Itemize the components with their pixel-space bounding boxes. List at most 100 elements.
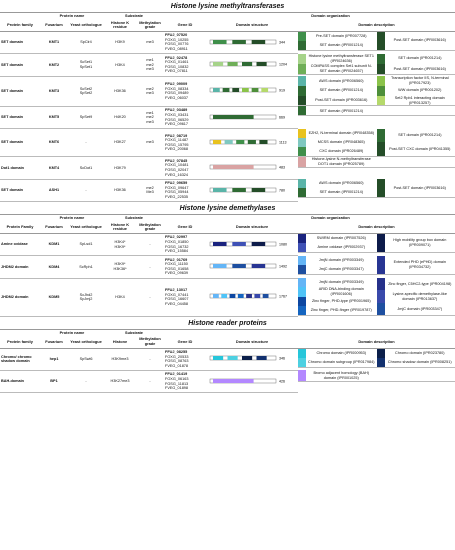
domain-color <box>376 255 385 274</box>
domain-name: Post-SET domain (IPR003616) <box>315 98 368 103</box>
fusarium: KMT5 <box>40 106 68 130</box>
residue-line: H3K4 <box>115 294 125 299</box>
column-header: Domain description <box>298 221 455 234</box>
yeast: SpClr4 <box>68 31 104 55</box>
gene-id: FFUJ_01419 <box>165 372 188 377</box>
domain-description: SWIRM domain (IPR007526) Amine oxidase (I… <box>298 233 455 253</box>
gene-ids: FFUJ_01419 FOXG_06163 FGSG_11813 FVEG_01898 <box>164 370 207 394</box>
yeast-line: SpClr4 <box>80 40 92 45</box>
yeast-line: ScJhd2 <box>79 292 93 297</box>
column-header: Methylation grade <box>136 221 165 234</box>
row: SET domain KMT2 ScSet1 SpSet1 H3K4 me1 me2 me3 F… <box>0 53 455 77</box>
yeast-line: ScSet2 <box>79 86 93 91</box>
residue-line: H3K36* <box>113 266 127 271</box>
column-header: Methylation grade <box>136 336 165 349</box>
gene-id: FGSG_06529 <box>165 117 189 122</box>
gene-id: FOXG_08334 <box>165 86 189 91</box>
domain-segment <box>259 139 268 144</box>
domain-segment <box>232 39 246 44</box>
gene-ids: FFUJ_07520 FOXG_10255 FGSG_00776 FVEG_08911 <box>164 31 207 55</box>
domain-item: CXC domain (IPR026489) <box>298 146 377 156</box>
protein-length: 919 <box>279 89 285 93</box>
gene-id: FFUJ_13017 <box>165 287 188 292</box>
residue-line: H4K20 <box>114 115 126 120</box>
domain-segment <box>213 241 227 246</box>
protein-family: JHDM2 domain <box>0 278 40 317</box>
column-header: Histone <box>104 336 136 349</box>
residue-line: H3K27 <box>114 140 126 145</box>
group-header: Domain organization <box>311 215 350 221</box>
grade-line: - <box>149 356 151 361</box>
domain-item: Chromo domain (IPR000953) <box>298 348 377 358</box>
domain-segment <box>232 187 246 192</box>
column-header: Histone K residue <box>104 19 136 32</box>
domain-name: SET domain (IPR001214) <box>319 108 363 113</box>
domain-structure: 1492 <box>206 255 299 279</box>
yeast-line: - <box>85 188 87 193</box>
domain-item: JmjN domain (IPR003349) <box>298 278 377 288</box>
structure: 1113 <box>209 139 286 144</box>
domain-name: WW domain (IPR001202) <box>398 88 442 93</box>
gene-id: FVEG_08911 <box>165 47 188 52</box>
group-header <box>0 330 40 337</box>
yeast: SpSwi6 <box>68 348 104 371</box>
structure: 1767 <box>209 294 287 299</box>
gene-id: FGSG_01658 <box>165 266 189 271</box>
grade-line: me3 <box>146 140 154 145</box>
domain-color <box>376 278 385 291</box>
column-header: Protein Family <box>0 221 40 234</box>
grade-line: Me3 <box>146 190 154 195</box>
grade-line: me2 <box>146 115 154 120</box>
domain-structure: 346 <box>206 348 299 371</box>
domain-segment <box>222 88 230 93</box>
residue: H3K4 <box>104 278 136 317</box>
yeast-line: SpSet1 <box>79 64 93 69</box>
column-row: Protein family Fusarium Yeast orthologue Hi… <box>0 336 455 349</box>
yeast: SpLsd1 <box>68 233 104 257</box>
domain-name: Post-SET domain (IPR003616) <box>393 66 446 71</box>
gene-id: FFUJ_07845 <box>165 158 188 163</box>
domain-name: AWS domain (IPR006560) <box>318 181 364 186</box>
domain-color <box>376 348 385 358</box>
domain-item: JmjN domain (IPR003349) <box>298 255 377 265</box>
domain-description: SET domain (IPR001214) <box>298 106 455 117</box>
description-column: SET domain (IPR001214) Post-SET domain (I… <box>376 53 455 75</box>
column-header: Yeast orthologue <box>68 19 104 32</box>
residue: H3K9* H3K36* <box>104 255 136 279</box>
body: Chromo/ chromo shadow domain hep1 SpSwi6 H3… <box>0 348 455 394</box>
domain-segment <box>254 294 261 299</box>
protein-length: 780 <box>279 188 285 192</box>
grade: - <box>136 255 165 279</box>
fusarium-line: KMT2 <box>48 62 60 67</box>
domain-segment <box>227 62 238 67</box>
domain-color <box>376 357 385 367</box>
section-title: Histone lysine methyltransferases <box>0 0 455 13</box>
column-header: Gene ID <box>164 19 207 32</box>
header: Protein name Substrate Domain organization… <box>0 13 455 32</box>
column-header: Yeast orthologue <box>68 221 104 234</box>
domain-structure: 919 <box>206 76 299 107</box>
domain-color <box>376 31 385 50</box>
gene-id: FGSG_16732 <box>165 244 189 249</box>
domain-segment <box>242 88 249 93</box>
domain-item: Lysine-specific demethylase-like domain … <box>376 290 455 303</box>
domain-color <box>298 76 307 86</box>
row: JHDM2 domain KDM5 ScJhd2 SpJmj2 H3K4 - FFUJ_13… <box>0 278 455 317</box>
fusarium-line: ASH1 <box>48 188 60 193</box>
column-header: Domain structure <box>206 221 299 234</box>
domain-segment <box>251 39 266 44</box>
grade-line: - <box>149 379 151 384</box>
gene-id: FOXG_01850 <box>165 239 189 244</box>
domain-item: Extended PHD (ePHD) domain (IPR034732) <box>376 255 455 274</box>
domain-color <box>298 53 307 64</box>
gene-id: FFUJ_02997 <box>165 235 188 240</box>
structure: 344 <box>209 39 285 44</box>
domain-name: CXC domain (IPR026489) <box>319 148 364 153</box>
domain-segment <box>237 294 244 299</box>
domain-segment <box>229 294 236 299</box>
domain-item: COMPASS complex Set1 subunit N-SET domai… <box>298 63 377 75</box>
domain-name: Chromo shadow domain (IPR008251) <box>387 359 452 364</box>
protein-length: 669 <box>279 115 285 119</box>
description-column: JmjN domain (IPR003349) JmjC domain (IPR0… <box>298 255 377 274</box>
domain-segment <box>262 294 269 299</box>
